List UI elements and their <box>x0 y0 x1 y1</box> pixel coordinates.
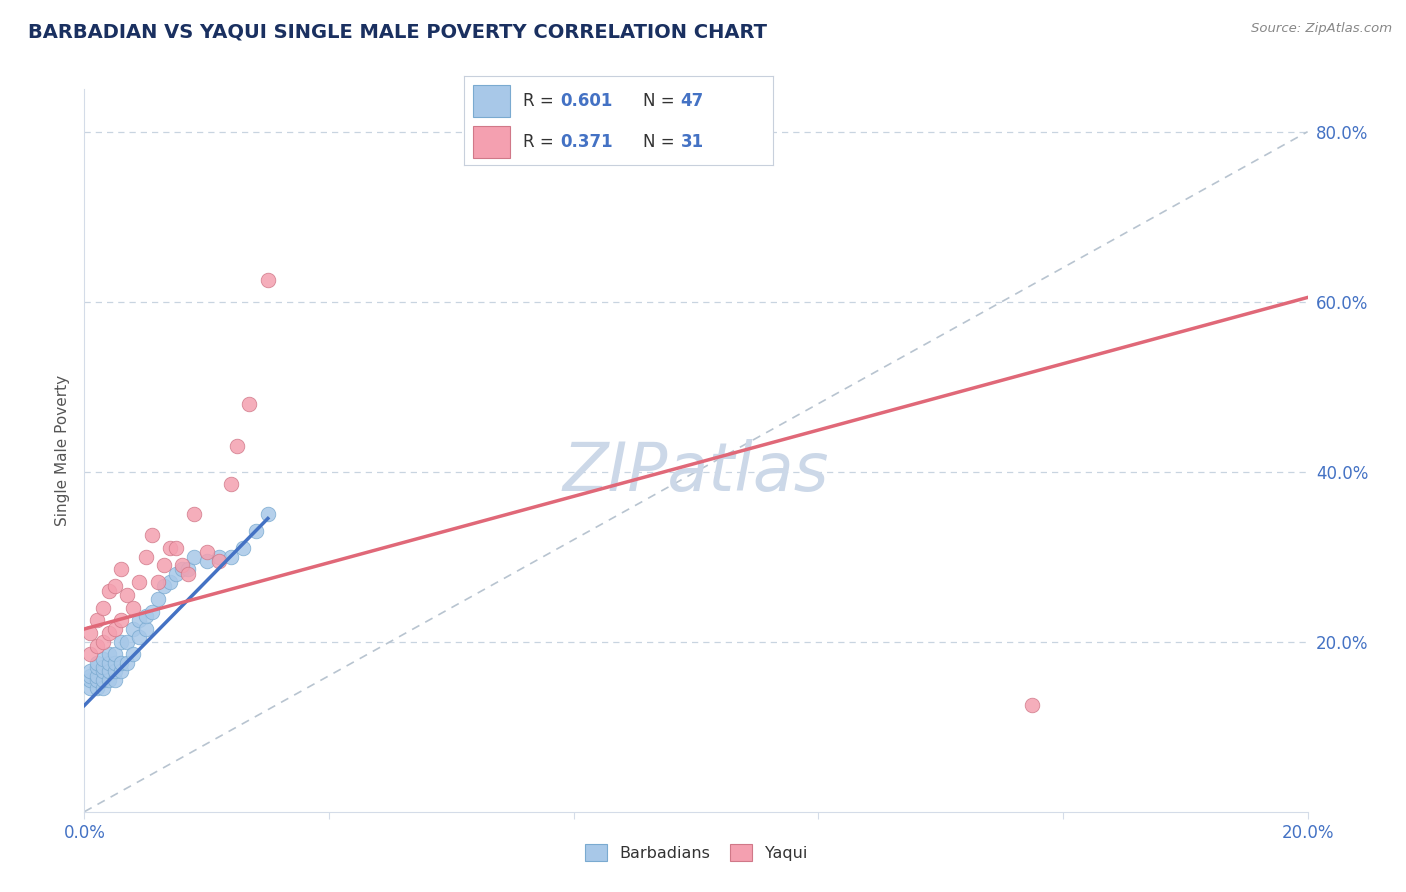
Point <box>97 626 120 640</box>
Text: 0.371: 0.371 <box>560 133 613 151</box>
Point <box>86 614 108 628</box>
Point <box>104 656 127 670</box>
Point <box>104 579 127 593</box>
Point <box>91 673 114 687</box>
Point <box>104 665 127 679</box>
Point <box>86 681 108 696</box>
Point <box>122 622 145 636</box>
Point <box>257 273 280 287</box>
Point <box>86 656 108 670</box>
Text: Source: ZipAtlas.com: Source: ZipAtlas.com <box>1251 22 1392 36</box>
Point <box>91 681 114 696</box>
Point <box>146 575 169 590</box>
Text: N =: N = <box>644 92 681 110</box>
Point <box>110 656 132 670</box>
Point <box>141 528 163 542</box>
Point <box>110 562 132 576</box>
Point <box>1021 698 1043 713</box>
Point <box>110 614 132 628</box>
Point <box>183 507 205 521</box>
Point <box>91 651 114 665</box>
Point <box>97 656 120 670</box>
Point <box>91 634 114 648</box>
Text: 47: 47 <box>681 92 704 110</box>
Point <box>122 600 145 615</box>
Point <box>128 631 150 645</box>
Text: 0.601: 0.601 <box>560 92 612 110</box>
Point <box>135 549 157 564</box>
Y-axis label: Single Male Poverty: Single Male Poverty <box>55 375 70 526</box>
Point <box>104 673 127 687</box>
Point <box>91 665 114 679</box>
Point <box>159 575 181 590</box>
Point <box>257 507 280 521</box>
Point <box>97 648 120 662</box>
Point <box>177 562 200 576</box>
Point <box>104 648 127 662</box>
Point <box>153 579 176 593</box>
Point <box>79 669 101 683</box>
Point <box>86 673 108 687</box>
Point <box>238 397 260 411</box>
Point <box>135 622 157 636</box>
Legend: Barbadians, Yaqui: Barbadians, Yaqui <box>576 836 815 869</box>
Text: ZIPatlas: ZIPatlas <box>562 439 830 505</box>
Point <box>172 558 194 573</box>
Point <box>172 562 194 576</box>
Text: 31: 31 <box>681 133 703 151</box>
Point <box>79 665 101 679</box>
Text: R =: R = <box>523 92 558 110</box>
Text: BARBADIAN VS YAQUI SINGLE MALE POVERTY CORRELATION CHART: BARBADIAN VS YAQUI SINGLE MALE POVERTY C… <box>28 22 768 41</box>
Point <box>195 554 218 568</box>
Point <box>104 622 127 636</box>
Point <box>86 660 108 674</box>
Point <box>208 554 231 568</box>
Point <box>79 681 101 696</box>
Point <box>79 673 101 687</box>
Text: R =: R = <box>523 133 558 151</box>
Point <box>91 600 114 615</box>
Point <box>226 439 249 453</box>
Point <box>165 566 187 581</box>
Point <box>115 634 138 648</box>
Point <box>122 648 145 662</box>
Point <box>97 583 120 598</box>
Point <box>219 549 242 564</box>
Point <box>97 665 120 679</box>
Point <box>177 566 200 581</box>
Text: N =: N = <box>644 133 681 151</box>
Point <box>208 549 231 564</box>
Point <box>86 669 108 683</box>
Point <box>165 541 187 556</box>
Point <box>146 592 169 607</box>
Point <box>153 558 176 573</box>
Point <box>195 545 218 559</box>
Point <box>110 665 132 679</box>
Point <box>232 541 254 556</box>
FancyBboxPatch shape <box>474 126 510 158</box>
Point <box>115 588 138 602</box>
Point <box>141 605 163 619</box>
Point <box>128 575 150 590</box>
Point <box>110 634 132 648</box>
Point <box>115 656 138 670</box>
Point <box>245 524 267 539</box>
Point <box>79 648 101 662</box>
Point <box>135 609 157 624</box>
Point <box>97 673 120 687</box>
Point <box>128 614 150 628</box>
Point <box>219 477 242 491</box>
Point <box>79 626 101 640</box>
FancyBboxPatch shape <box>474 85 510 117</box>
Point <box>91 660 114 674</box>
Point <box>86 639 108 653</box>
Point <box>183 549 205 564</box>
Point <box>159 541 181 556</box>
